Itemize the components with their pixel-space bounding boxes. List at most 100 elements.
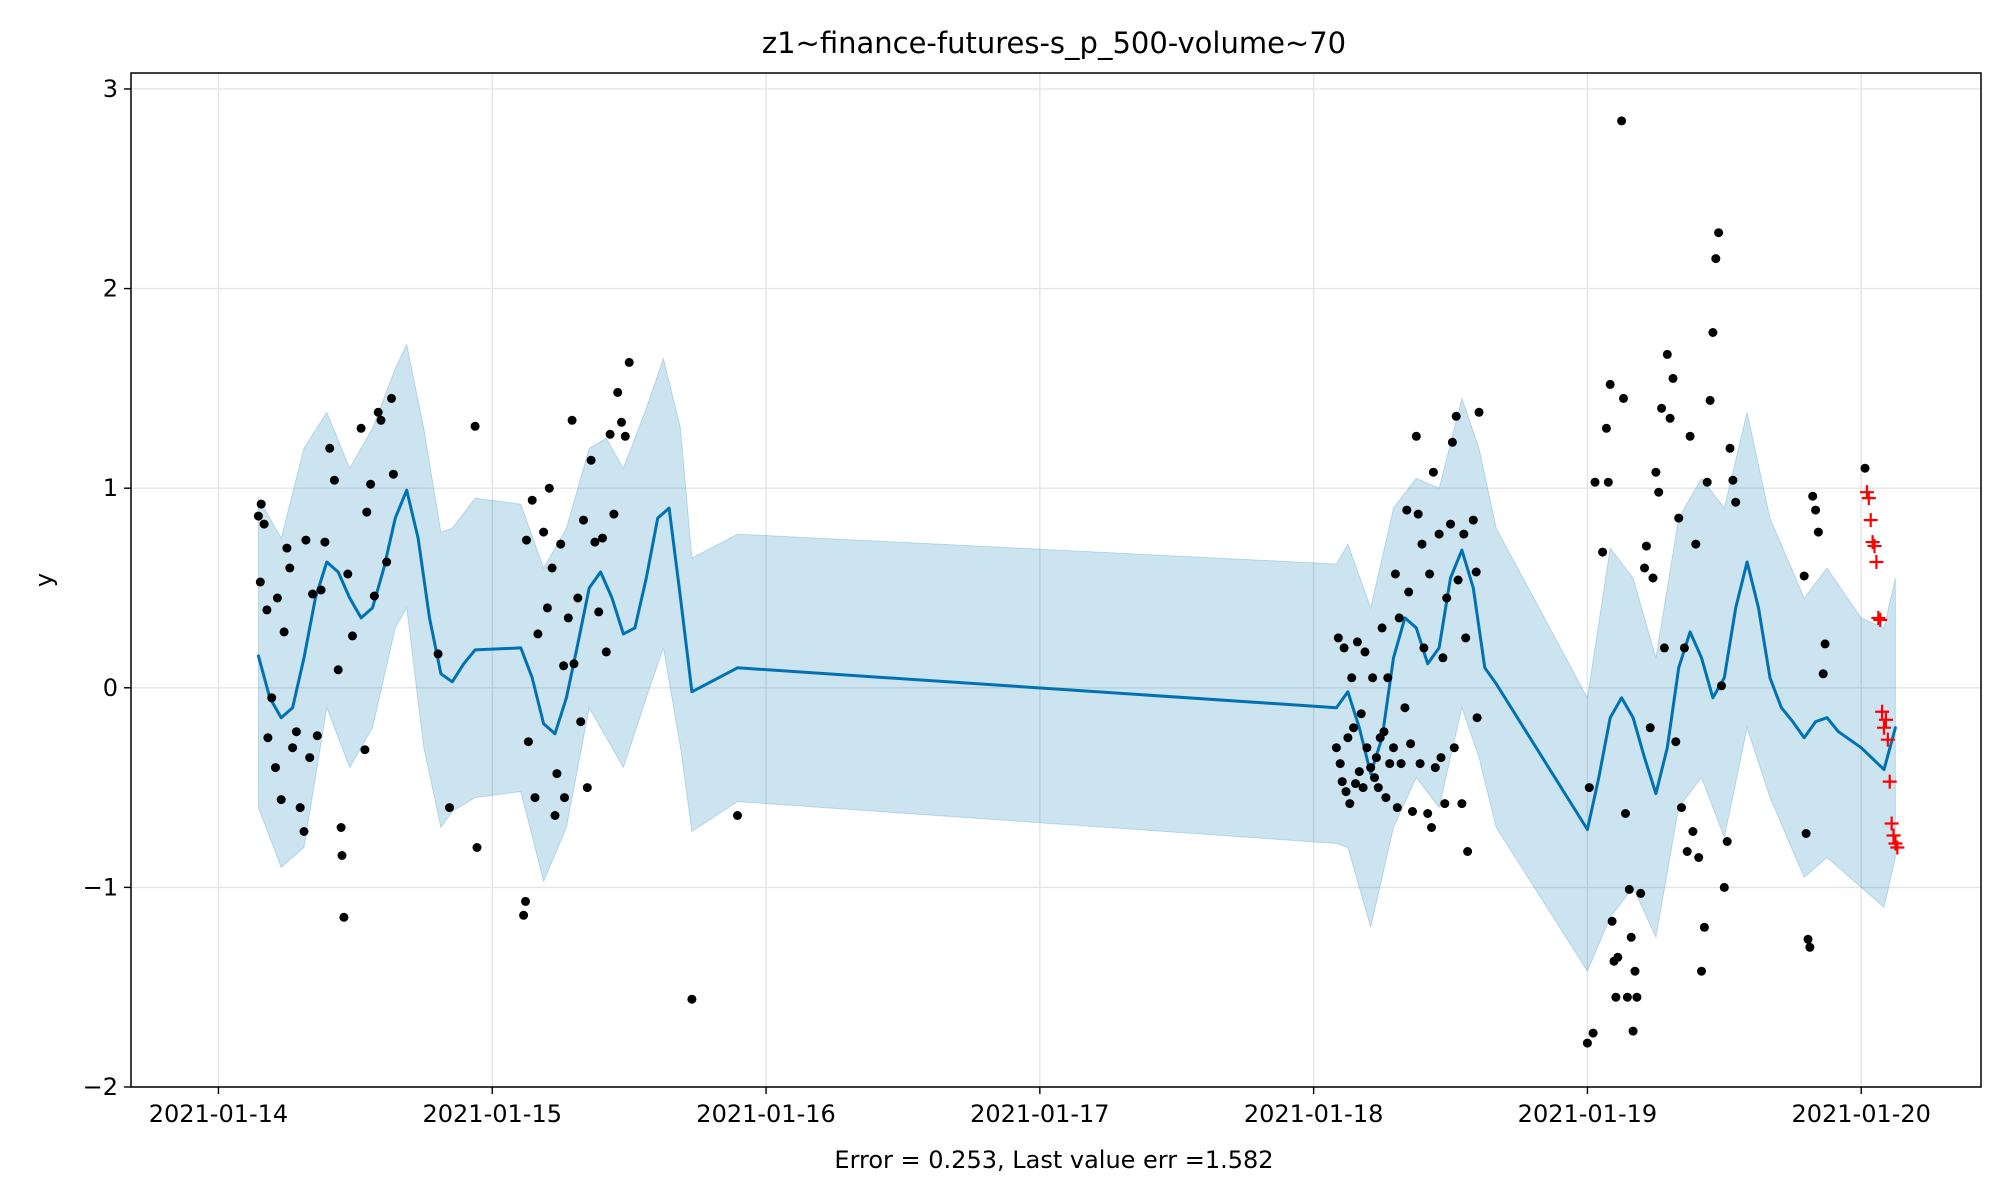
observed-point [1358,783,1368,793]
observed-point [1657,403,1667,413]
observed-point [560,793,569,803]
future-point [1867,539,1882,554]
observed-point [1645,723,1655,733]
observed-point [369,591,379,601]
future-point [1863,513,1878,528]
observed-point [262,605,272,615]
observed-points-layer [253,116,1870,1048]
observed-point [1728,475,1738,485]
observed-point [1674,513,1684,523]
observed-point [687,994,697,1004]
observed-point [539,527,549,537]
observed-point [1617,116,1627,126]
observed-point [579,515,588,525]
observed-point [530,793,540,803]
observed-point [1474,407,1484,417]
observed-point [1668,373,1678,383]
observed-point [1417,539,1427,549]
observed-point [271,763,280,773]
observed-point [299,827,309,836]
observed-point [295,803,305,813]
future-point [1877,720,1892,735]
observed-point [336,823,346,832]
future-point [1873,612,1888,627]
x-tick-label: 2021-01-15 [423,1100,562,1128]
observed-point [1630,966,1640,976]
x-axis: 2021-01-14 2021-01-15 2021-01-16 2021-01-17… [149,1087,1931,1128]
observed-point [1447,437,1457,447]
observed-point [285,563,295,573]
observed-point [569,659,579,669]
future-point [1869,555,1884,570]
future-point [1886,828,1901,843]
observed-point [613,387,623,397]
observed-point [1607,916,1617,926]
observed-point [1451,411,1461,421]
observed-point [1799,571,1809,581]
future-point [1859,485,1874,500]
y-tick-label: −1 [83,873,118,901]
observed-point [1351,779,1360,789]
observed-point [1341,787,1351,797]
observed-point [1717,681,1726,691]
future-points-layer [1859,485,1905,855]
observed-point [1632,992,1642,1002]
observed-point [1381,793,1391,803]
observed-point [1613,952,1623,962]
plot-frame [130,72,1982,1088]
observed-point [1688,827,1698,836]
chart-title: z1~finance-futures-s_p_500-volume~70 [762,26,1346,60]
observed-point [1419,643,1429,653]
observed-point [263,733,273,743]
observed-point [1440,799,1450,809]
observed-point [1677,803,1686,813]
observed-point [1808,491,1818,501]
observed-point [522,535,531,545]
observed-point [373,407,383,417]
observed-point [312,731,322,741]
observed-point [521,896,530,906]
observed-point [1811,505,1821,515]
observed-point [1400,703,1410,713]
observed-point [1413,509,1423,519]
observed-point [586,455,596,465]
observed-point [445,803,454,813]
observed-point [1624,884,1634,894]
observed-point [552,769,562,779]
observed-point [547,563,557,573]
x-tick-label: 2021-01-16 [696,1100,835,1128]
observed-point [1654,487,1664,497]
observed-point [527,495,537,505]
observed-point [1449,743,1459,753]
observed-point [343,569,353,579]
observed-point [388,469,398,479]
observed-point [329,475,339,485]
uncertainty-band [257,342,1896,973]
observed-point [1648,573,1658,583]
observed-point [382,557,392,567]
y-tick-label: 0 [103,674,118,702]
observed-point [1392,803,1402,813]
observed-point [1360,647,1370,657]
observed-point [519,910,529,920]
observed-point [576,717,586,727]
observed-point [1685,431,1695,441]
observed-point [301,535,311,545]
observed-point [559,661,569,671]
observed-point [253,511,263,521]
x-tick-label: 2021-01-18 [1244,1100,1383,1128]
observed-point [1679,643,1689,653]
observed-point [1415,759,1425,769]
observed-point [1621,809,1630,818]
observed-point [1714,228,1724,238]
observed-point [1427,823,1436,832]
observed-point [362,507,372,517]
future-point [1878,712,1893,727]
observed-point [1352,637,1362,647]
observed-point [1404,587,1414,597]
observed-point [1636,888,1646,898]
observed-point [1461,633,1471,643]
observed-point [1671,737,1681,747]
observed-point [1390,569,1400,579]
future-point [1890,840,1905,855]
